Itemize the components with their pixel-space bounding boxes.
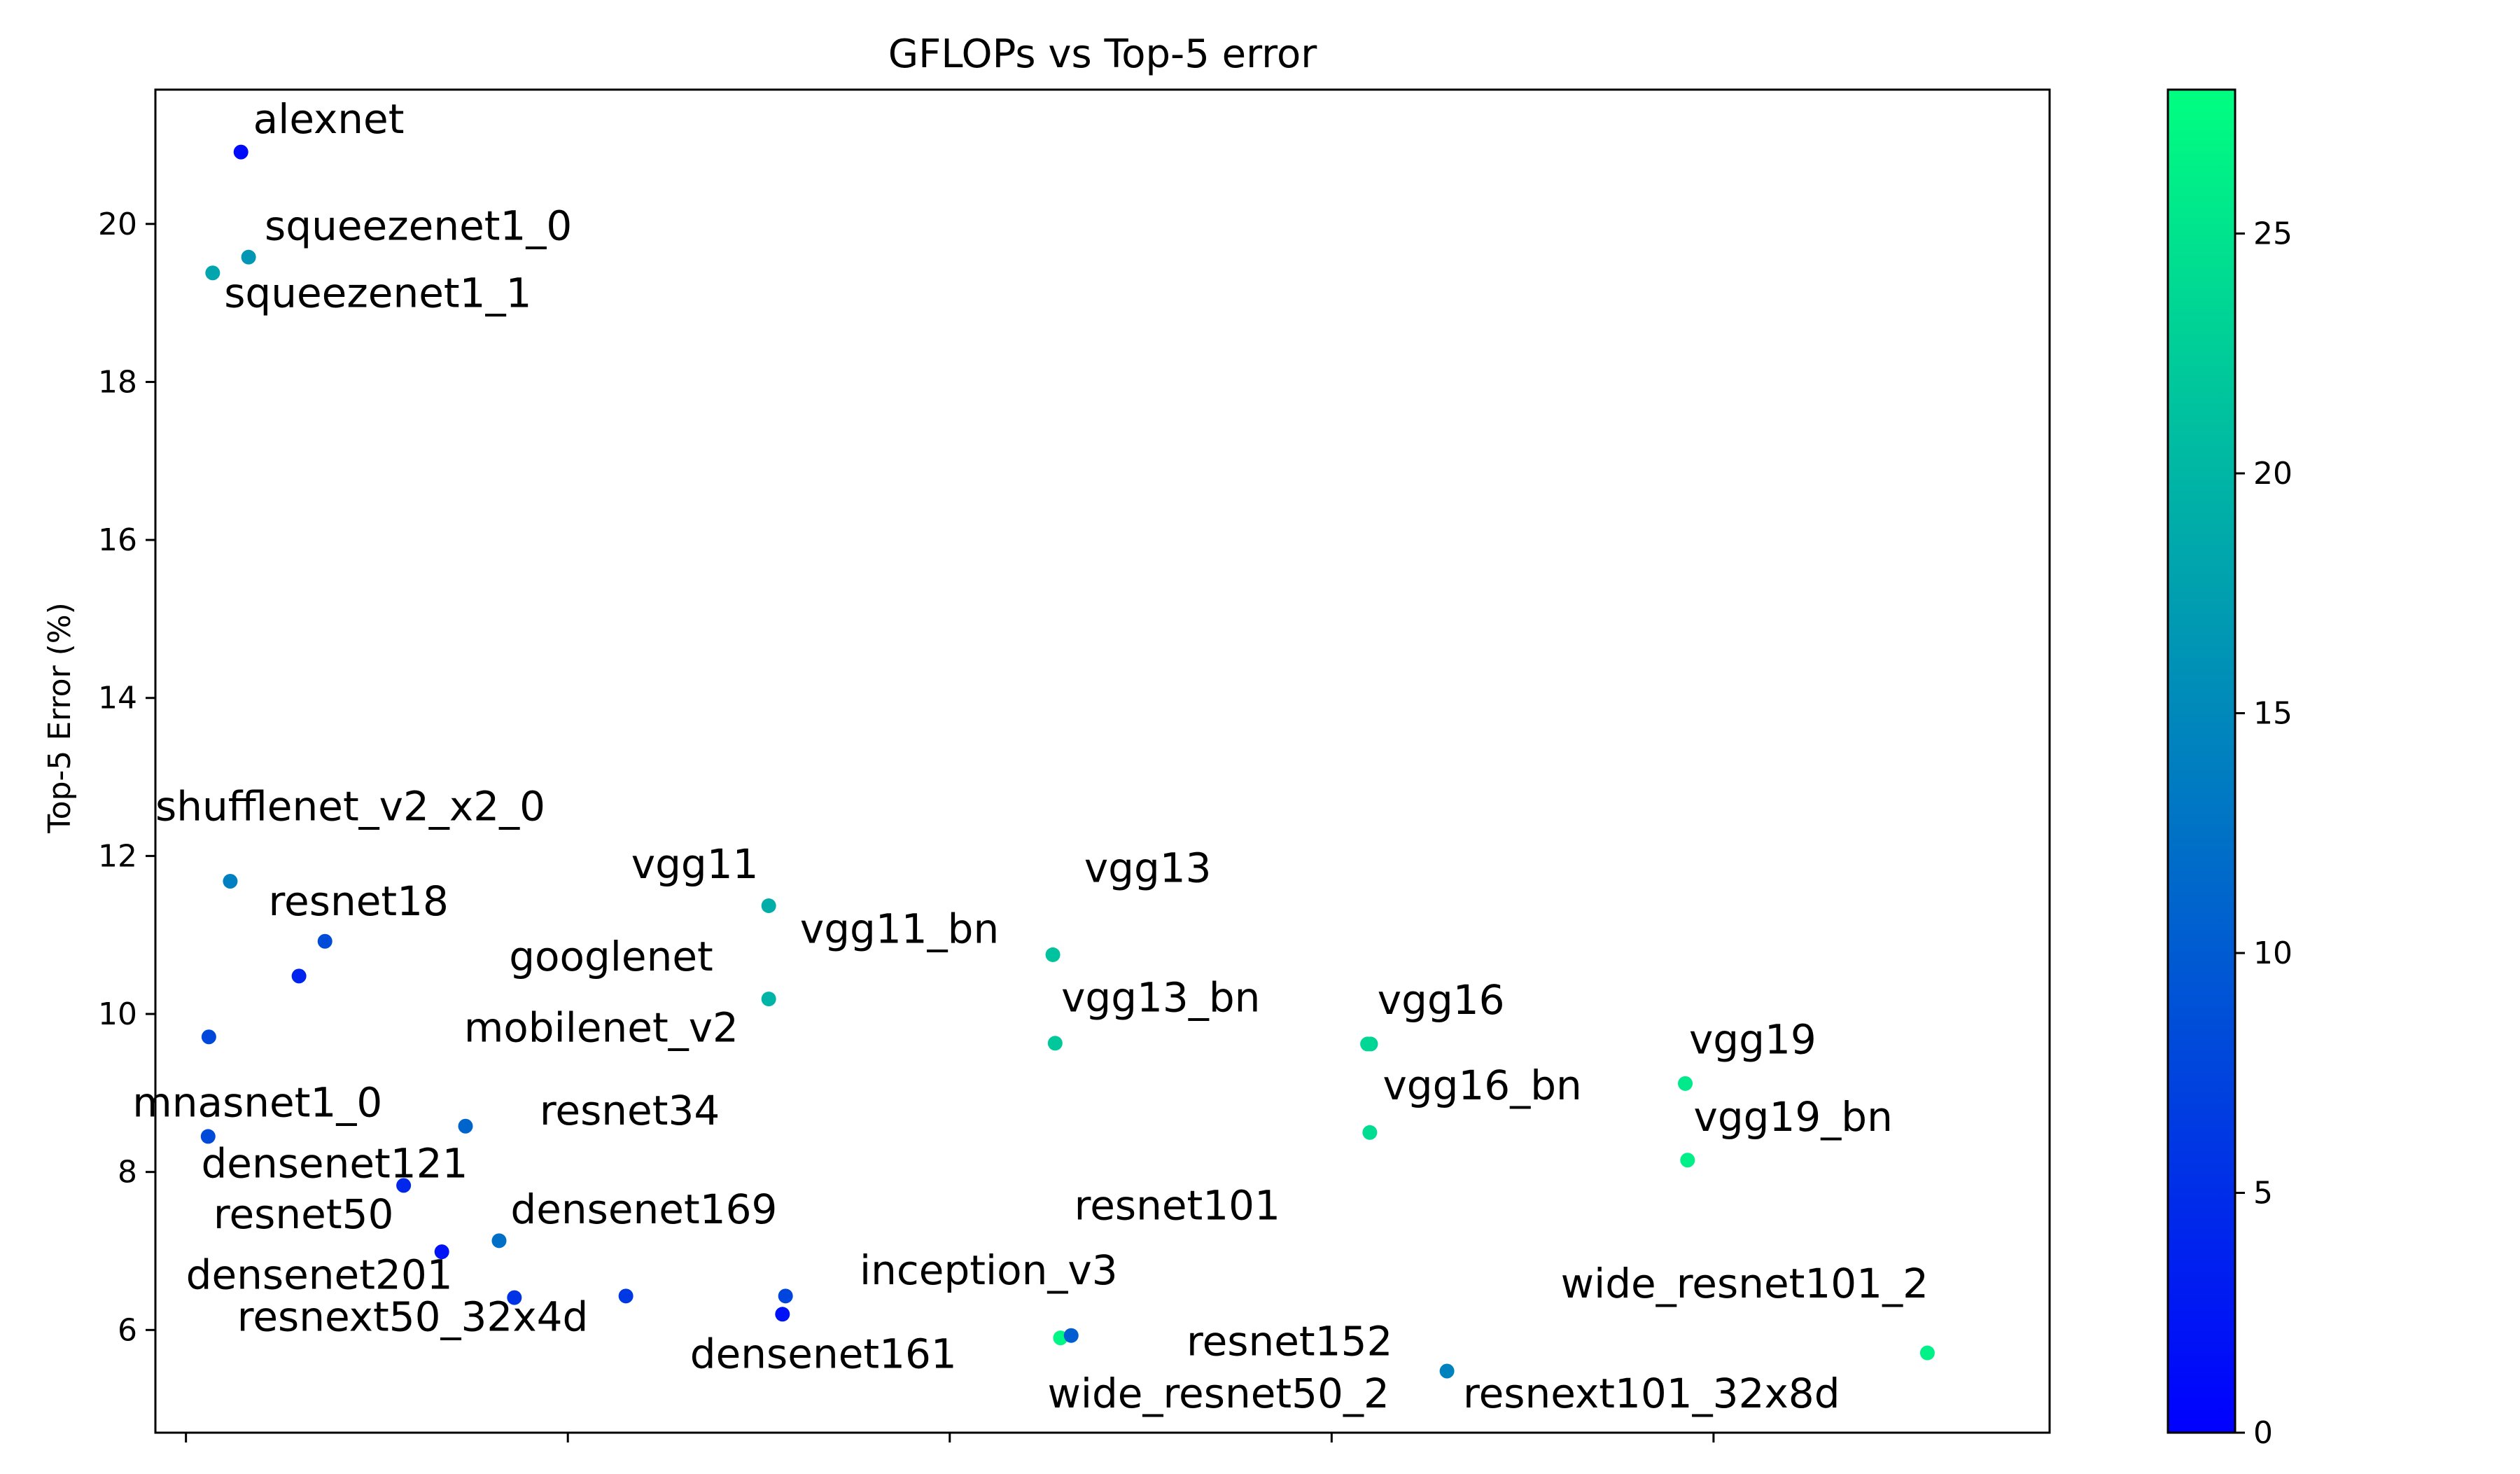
- scatter-point-wide_resnet50_2: [1063, 1328, 1079, 1343]
- y-axis-label: Top-5 Error (%): [42, 602, 78, 833]
- scatter-point-vgg19_bn: [1680, 1153, 1695, 1168]
- point-label-vgg13_bn: vgg13_bn: [1061, 974, 1260, 1022]
- scatter-point-squeezenet1_0: [241, 249, 256, 265]
- point-label-resnet152: resnet152: [1186, 1317, 1392, 1365]
- point-label-vgg16: vgg16: [1378, 976, 1505, 1024]
- y-tick-label: 8: [118, 1155, 137, 1190]
- y-tick-label: 6: [118, 1312, 137, 1348]
- scatter-point-vgg16_bn: [1362, 1125, 1378, 1140]
- scatter-point-vgg13_bn: [1047, 1036, 1063, 1051]
- colorbar-gradient: [2166, 88, 2236, 1434]
- point-label-googlenet: googlenet: [509, 933, 713, 980]
- scatter-point-densenet169: [396, 1178, 412, 1193]
- point-label-inception_v3: inception_v3: [860, 1246, 1118, 1294]
- scatter-point-resnext101_32x8d: [1439, 1363, 1455, 1379]
- point-label-resnet18: resnet18: [268, 877, 448, 925]
- y-tick-label: 20: [98, 207, 137, 242]
- scatter-point-googlenet: [507, 1290, 522, 1305]
- point-label-resnext101_32x8d: resnext101_32x8d: [1463, 1370, 1840, 1417]
- scatter-point-vgg11: [761, 898, 776, 913]
- point-label-vgg19_bn: vgg19_bn: [1694, 1093, 1893, 1141]
- x-axis-ticks: [185, 1433, 1715, 1442]
- point-label-densenet161: densenet161: [690, 1330, 957, 1377]
- colorbar-tick-label: 5: [2253, 1176, 2273, 1211]
- scatter-point-squeezenet1_1: [205, 265, 220, 281]
- point-label-vgg19: vgg19: [1689, 1015, 1816, 1063]
- point-label-resnet34: resnet34: [540, 1087, 720, 1134]
- y-tick-label: 12: [98, 838, 137, 874]
- point-label-densenet201: densenet201: [186, 1251, 453, 1299]
- point-label-mnasnet1_0: mnasnet1_0: [132, 1079, 382, 1127]
- colorbar-tick-label: 25: [2253, 216, 2292, 252]
- scatter-point-vgg19: [1678, 1076, 1693, 1091]
- scatter-point-densenet121: [201, 1029, 216, 1045]
- scatter-point-mobilenet_v2: [618, 1288, 634, 1304]
- point-label-mobilenet_v2: mobilenet_v2: [464, 1004, 738, 1052]
- scatter-point-shufflenet_v2_x2_0: [223, 873, 238, 889]
- point-label-resnet101: resnet101: [1074, 1181, 1280, 1229]
- point-label-vgg13: vgg13: [1084, 844, 1212, 892]
- colorbar-tick-label: 0: [2253, 1415, 2273, 1451]
- scatter-point-vgg13: [1045, 947, 1060, 962]
- colorbar-ticks: 0 5 10 15 20 25: [2235, 216, 2292, 1451]
- colorbar-tick-label: 10: [2253, 936, 2292, 971]
- scatter-point-resnet18: [317, 933, 332, 949]
- point-labels: alexnet squeezenet1_0 squeezenet1_1shuffle…: [132, 95, 1928, 1417]
- scatter-point-vgg11_bn: [761, 992, 776, 1007]
- point-label-alexnet: alexnet: [253, 95, 405, 143]
- y-tick-label: 18: [98, 364, 137, 400]
- scatter-point-resnet34: [458, 1118, 473, 1134]
- scatter-point-resnext50_32x4d: [491, 1233, 507, 1249]
- y-tick-label: 10: [98, 996, 137, 1032]
- point-label-wide_resnet50_2: wide_resnet50_2: [1047, 1370, 1389, 1417]
- plot-area: 6 8 10 12 14 16 18 20 alexnet squeezenet1_0squee…: [98, 88, 2051, 1442]
- scatter-point-mnasnet1_0: [291, 968, 307, 984]
- point-label-squeezenet1_0: squeezenet1_0: [265, 202, 572, 249]
- chart-title: GFLOPs vs Top-5 error: [888, 32, 1317, 77]
- scatter-point-resnet50: [200, 1129, 216, 1144]
- scatter-point-vgg16: [1360, 1036, 1376, 1052]
- point-label-vgg11: vgg11: [631, 840, 759, 888]
- scatter-points: [200, 144, 1935, 1379]
- point-label-resnext50_32x4d: resnext50_32x4d: [237, 1293, 589, 1340]
- point-label-densenet121: densenet121: [201, 1140, 468, 1188]
- colorbar: 0 5 10 15 20 25: [2166, 88, 2292, 1451]
- point-label-vgg11_bn: vgg11_bn: [800, 905, 999, 952]
- colorbar-tick-label: 15: [2253, 696, 2292, 732]
- point-label-squeezenet1_1: squeezenet1_1: [224, 269, 531, 317]
- point-label-resnet50: resnet50: [214, 1190, 393, 1238]
- y-tick-label: 14: [98, 681, 137, 716]
- point-label-shufflenet_v2_x2_0: shufflenet_v2_x2_0: [155, 783, 545, 830]
- y-axis-ticks: 6 8 10 12 14 16 18 20: [98, 207, 155, 1348]
- point-label-densenet169: densenet169: [510, 1186, 777, 1233]
- colorbar-tick-label: 20: [2253, 456, 2292, 492]
- point-label-vgg16_bn: vgg16_bn: [1382, 1062, 1581, 1109]
- scatter-point-densenet161: [775, 1307, 790, 1322]
- y-tick-label: 16: [98, 522, 137, 558]
- scatter-point-wide_resnet101_2: [1919, 1345, 1935, 1361]
- scatter-point-inception_v3: [778, 1288, 793, 1304]
- point-label-wide_resnet101_2: wide_resnet101_2: [1561, 1260, 1928, 1307]
- scatter-point-densenet201: [434, 1244, 449, 1260]
- axes-frame: [154, 88, 2051, 1434]
- scatter-point-alexnet: [233, 144, 248, 160]
